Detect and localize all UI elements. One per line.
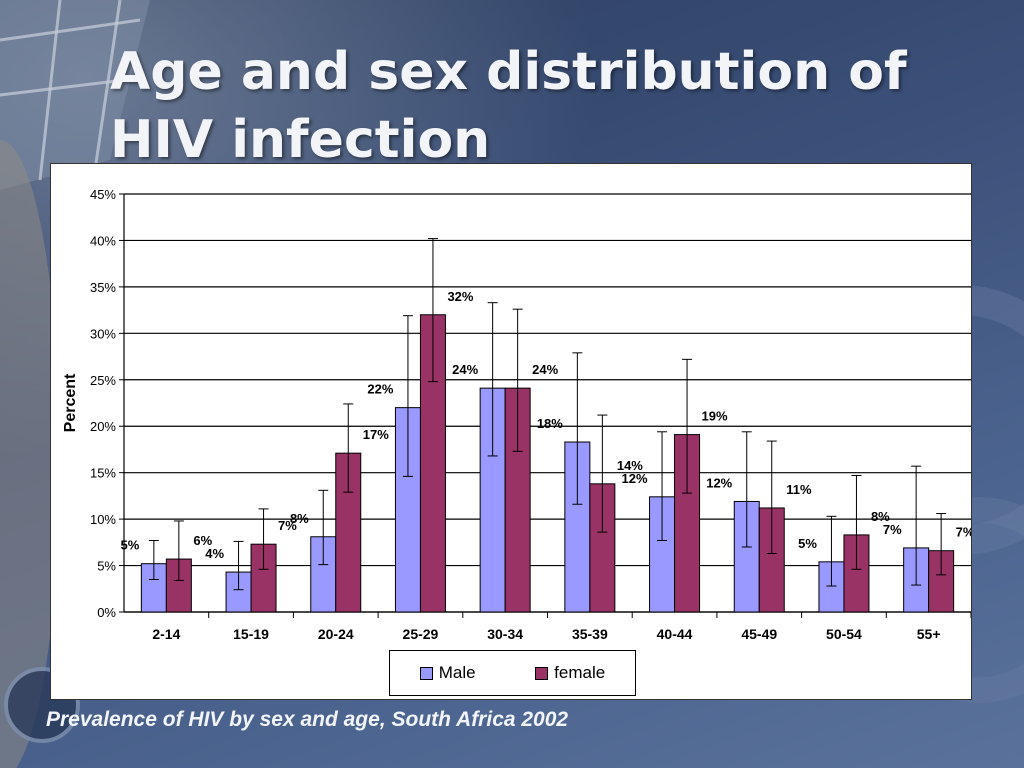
slide-caption: Prevalence of HIV by sex and age, South …	[46, 708, 569, 731]
legend-label-male: Male	[438, 663, 476, 682]
y-tick-label: 0%	[97, 605, 116, 620]
chart-legend: Male female	[389, 650, 636, 696]
data-label: 32%	[447, 289, 473, 304]
slide-title: Age and sex distribution of HIV infectio…	[110, 42, 907, 170]
y-axis-title: Percent	[62, 373, 79, 432]
data-label: 14%	[617, 458, 643, 473]
data-label: 8%	[290, 511, 309, 526]
data-label: 8%	[871, 509, 890, 524]
data-label: 7%	[956, 525, 971, 540]
legend-label-female: female	[554, 663, 606, 682]
data-label: 6%	[193, 533, 212, 548]
chart-panel: 0% 5% 10% 15% 20% 25% 30% 35% 40% 45% Percent 2-14 1…	[50, 163, 972, 700]
bar-female	[589, 483, 616, 613]
data-label: 24%	[452, 362, 478, 377]
x-tick-label: 55+	[917, 626, 941, 642]
data-label: 7%	[278, 518, 297, 533]
data-label: 5%	[121, 538, 140, 553]
x-tick-label: 15-19	[233, 626, 269, 642]
data-label: 11%	[786, 482, 812, 497]
data-label: 4%	[205, 546, 224, 561]
data-label: 12%	[622, 471, 648, 486]
data-label: 24%	[532, 362, 558, 377]
legend-swatch-male	[419, 666, 433, 680]
data-label: 18%	[537, 416, 563, 431]
legend-item-female: female	[535, 663, 605, 683]
y-tick-label: 15%	[90, 466, 116, 481]
y-tick-label: 10%	[90, 512, 116, 527]
data-label: 12%	[706, 475, 732, 490]
y-tick-label: 40%	[90, 233, 116, 248]
x-tick-label: 50-54	[826, 626, 862, 642]
legend-item-male: Male	[419, 663, 476, 683]
legend-swatch-female	[535, 666, 549, 680]
data-label: 7%	[883, 522, 902, 537]
data-label: 22%	[367, 382, 393, 397]
y-tick-label: 35%	[90, 280, 116, 295]
x-tick-label: 30-34	[487, 626, 523, 642]
y-tick-label: 5%	[97, 559, 116, 574]
bar-female	[843, 534, 870, 613]
data-label: 5%	[798, 536, 817, 551]
y-tick-label: 25%	[90, 373, 116, 388]
y-tick-label: 20%	[90, 419, 116, 434]
y-tick-label: 45%	[90, 187, 116, 202]
x-tick-label: 20-24	[318, 626, 354, 642]
data-label: 17%	[363, 427, 389, 442]
x-tick-label: 25-29	[403, 626, 439, 642]
x-tick-label: 2-14	[152, 626, 180, 642]
bar-chart: 0% 5% 10% 15% 20% 25% 30% 35% 40% 45% Percent 2-14 1…	[62, 187, 971, 642]
bar-male	[818, 561, 845, 613]
x-tick-label: 45-49	[741, 626, 777, 642]
x-tick-label: 40-44	[657, 626, 693, 642]
data-label: 19%	[702, 409, 728, 424]
x-tick-label: 35-39	[572, 626, 608, 642]
y-tick-label: 30%	[90, 326, 116, 341]
